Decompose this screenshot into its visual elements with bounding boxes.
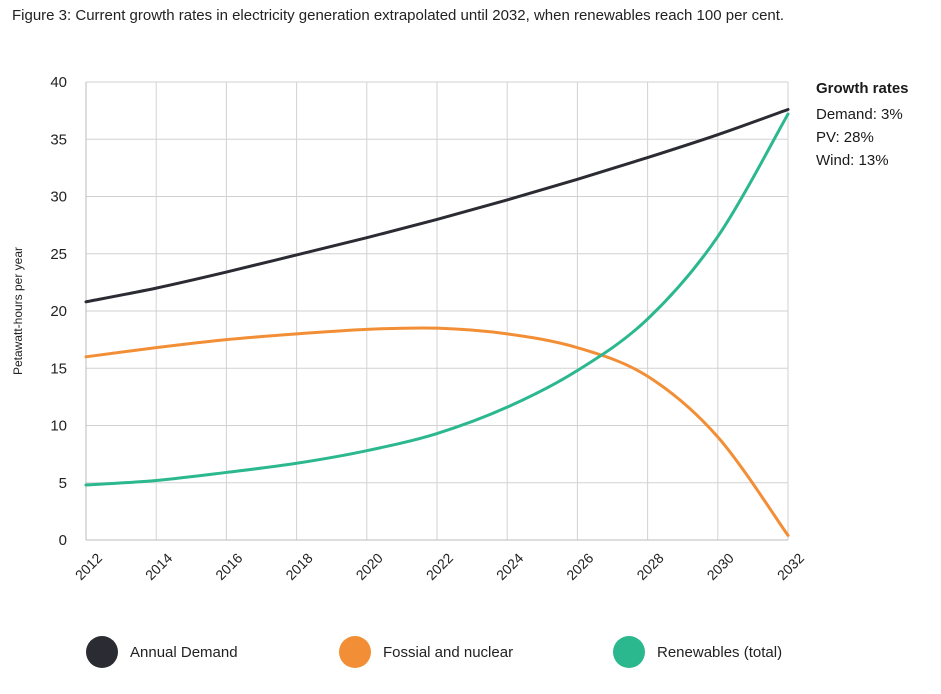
growth-rates-title: Growth rates <box>816 80 909 97</box>
legend-swatch-renewables <box>613 636 645 668</box>
axes <box>85 82 788 541</box>
series-line-demand <box>84 107 790 304</box>
x-tick-labels: 2012 2014 2016 2018 2020 2022 2024 2026 2028 2030… <box>72 550 807 583</box>
legend-item-fossil: Fossial and nuclear <box>339 636 513 668</box>
x-tick-label: 2022 <box>423 550 456 583</box>
legend-label-demand: Annual Demand <box>130 643 238 661</box>
y-tick-label: 25 <box>50 246 67 263</box>
y-tick-label: 15 <box>50 360 67 377</box>
y-tick-label: 0 <box>59 532 67 549</box>
x-tick-label: 2014 <box>142 550 175 583</box>
y-tick-labels: 0 5 10 15 20 25 30 35 40 <box>50 74 67 549</box>
x-tick-label: 2030 <box>704 550 737 583</box>
figure-title: Figure 3: Current growth rates in electr… <box>12 7 785 24</box>
y-tick-label: 40 <box>50 74 67 91</box>
y-tick-label: 30 <box>50 189 67 206</box>
growth-rate-wind: Wind: 13% <box>816 152 889 169</box>
series-line-renewables <box>84 112 790 487</box>
y-tick-label: 5 <box>59 475 67 492</box>
x-tick-label: 2012 <box>72 550 105 583</box>
x-tick-label: 2026 <box>563 550 596 583</box>
legend-swatch-fossil <box>339 636 371 668</box>
legend-label-renewables: Renewables (total) <box>657 643 783 661</box>
x-tick-label: 2028 <box>633 550 666 583</box>
legend-item-renewables: Renewables (total) <box>613 636 782 668</box>
growth-rates-panel: Growth rates Demand: 3% PV: 28% Wind: 13… <box>816 80 909 172</box>
legend-item-demand: Annual Demand <box>86 636 238 668</box>
y-tick-label: 20 <box>50 303 67 320</box>
x-tick-label: 2032 <box>774 550 807 583</box>
x-tick-label: 2016 <box>212 550 245 583</box>
grid-lines <box>86 81 789 540</box>
series-line-fossil <box>84 326 790 537</box>
x-tick-label: 2024 <box>493 550 526 583</box>
line-chart: 0 5 10 15 20 25 30 35 40 2012 2014 2016 2018 2020 202… <box>11 74 807 583</box>
legend-label-fossil: Fossial and nuclear <box>383 643 514 661</box>
y-tick-label: 10 <box>50 418 67 435</box>
legend-swatch-demand <box>86 636 118 668</box>
y-tick-label: 35 <box>50 131 67 148</box>
growth-rate-demand: Demand: 3% <box>816 106 903 123</box>
x-tick-label: 2018 <box>282 550 315 583</box>
y-axis-label: Petawatt-hours per year <box>11 247 25 375</box>
legend: Annual Demand Fossial and nuclear Renewa… <box>86 636 846 672</box>
growth-rate-pv: PV: 28% <box>816 129 874 146</box>
x-tick-label: 2020 <box>353 550 386 583</box>
series-lines <box>84 107 790 537</box>
